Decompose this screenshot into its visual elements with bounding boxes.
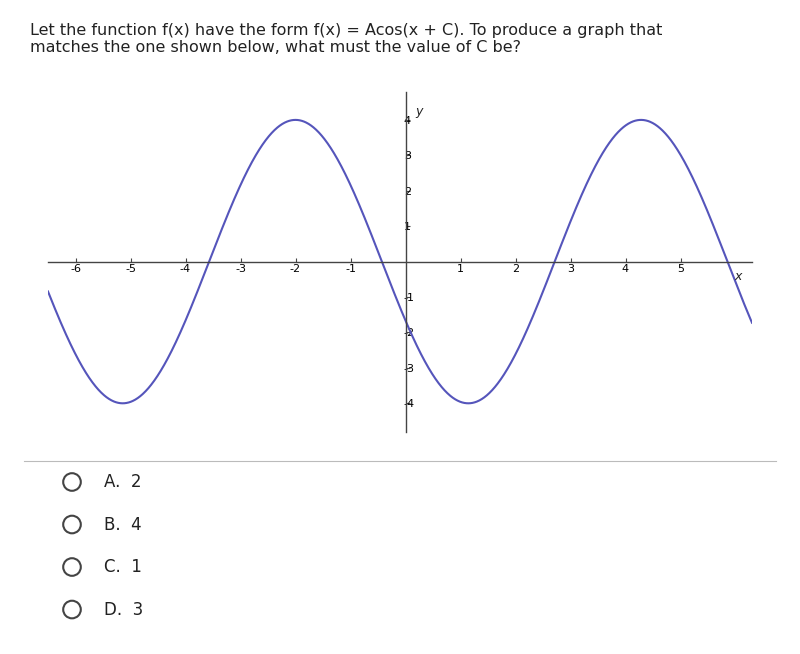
- Text: A.  2: A. 2: [104, 473, 142, 491]
- Text: y: y: [415, 105, 422, 118]
- Text: x: x: [734, 271, 742, 283]
- Text: Let the function f(x) have the form f(x) = Acos(x + C). To produce a graph that
: Let the function f(x) have the form f(x)…: [30, 23, 662, 56]
- Text: C.  1: C. 1: [104, 558, 142, 576]
- Text: D.  3: D. 3: [104, 600, 143, 619]
- Text: B.  4: B. 4: [104, 515, 142, 534]
